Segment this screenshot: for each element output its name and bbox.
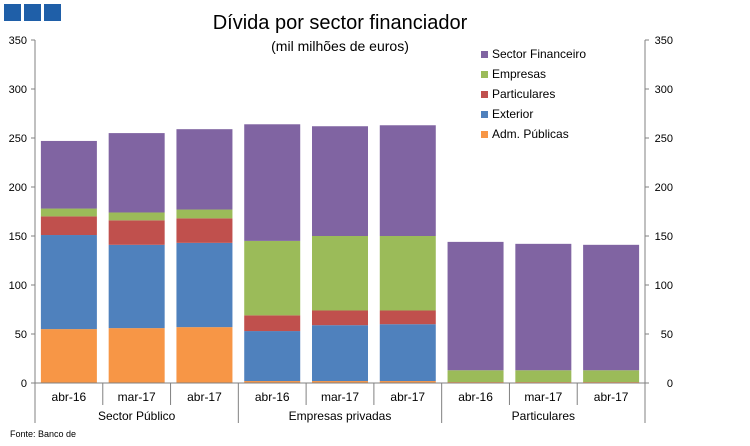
bar-segment <box>40 329 97 383</box>
bar-segment <box>108 220 165 245</box>
bar-segment <box>176 242 233 328</box>
logo-square-3 <box>44 4 61 21</box>
x-axis: abr-16 mar-17 abr-17 abr-16 mar-17 abr-17 abr-… <box>34 382 646 423</box>
bar-segment <box>447 370 504 383</box>
source-note: Fonte: Banco de <box>10 429 76 439</box>
bar-segment <box>312 310 368 326</box>
x-tick-label: abr-16 <box>255 390 290 404</box>
y-tick-label-right: 0 <box>667 378 673 390</box>
x-tick-label: mar-17 <box>118 390 156 404</box>
legend-label: Exterior <box>492 107 533 121</box>
y-tick-label-left: 350 <box>9 35 27 47</box>
bar-segment <box>583 370 640 383</box>
y-tick-label-left: 300 <box>9 84 27 96</box>
bar-segment <box>176 129 233 210</box>
x-group-label: Sector Público <box>98 409 176 423</box>
y-tick-label-left: 150 <box>9 231 27 243</box>
bar-segment <box>244 331 301 382</box>
bar-segment <box>379 381 436 383</box>
y-axis-left: 0 50 100 150 200 250 300 350 <box>9 35 36 390</box>
bar-segment <box>176 218 233 243</box>
bar-segment <box>379 125 436 236</box>
chart-subtitle: (mil milhões de euros) <box>271 38 409 54</box>
bar-segment <box>40 235 97 330</box>
bar-segment <box>108 328 165 383</box>
bar-segment <box>108 212 165 221</box>
x-tick-label: mar-17 <box>321 390 359 404</box>
bar-segment <box>379 310 436 325</box>
bar-segment <box>244 124 301 241</box>
legend-label: Empresas <box>492 67 546 81</box>
x-tick-label: abr-16 <box>458 390 493 404</box>
bar-segment <box>312 325 368 382</box>
bar-segment <box>244 240 301 316</box>
chart-title: Dívida por sector financiador <box>213 12 468 34</box>
bar-segment <box>176 209 233 219</box>
bar-segment <box>176 327 233 383</box>
bar-segment <box>379 236 436 311</box>
bar-segment <box>583 244 640 371</box>
y-tick-label-left: 100 <box>9 280 27 292</box>
bar-segment <box>515 243 572 371</box>
x-group-label: Particulares <box>512 409 575 423</box>
bar-segment <box>312 236 368 311</box>
x-tick-label: abr-17 <box>390 390 425 404</box>
bar-segment <box>312 381 368 383</box>
bar-segment <box>515 370 572 383</box>
y-tick-label-right: 100 <box>655 280 673 292</box>
bar-segment <box>40 140 97 209</box>
legend: Sector Financeiro Empresas Particulares Ext… <box>481 47 586 141</box>
x-tick-label: abr-16 <box>52 390 87 404</box>
x-tick-label: mar-17 <box>524 390 562 404</box>
legend-swatch <box>481 71 488 78</box>
bar-segment <box>244 381 301 383</box>
bar-segment <box>244 315 301 332</box>
legend-swatch <box>481 91 488 98</box>
bar-segment <box>312 126 368 236</box>
y-tick-label-right: 300 <box>655 84 673 96</box>
x-group-label: Empresas privadas <box>289 409 392 423</box>
y-axis-right: 0 50 100 150 200 250 300 350 <box>644 35 673 390</box>
bar-segment <box>447 241 504 371</box>
legend-swatch <box>481 111 488 118</box>
logo-square-1 <box>4 4 21 21</box>
legend-label: Particulares <box>492 87 555 101</box>
logo-square-2 <box>24 4 41 21</box>
y-tick-label-left: 200 <box>9 182 27 194</box>
legend-swatch <box>481 131 488 138</box>
y-tick-label-right: 250 <box>655 133 673 145</box>
bar-segment <box>379 324 436 382</box>
bar-segment <box>40 208 97 217</box>
x-tick-label: abr-17 <box>594 390 629 404</box>
y-tick-label-left: 50 <box>15 329 27 341</box>
legend-label: Sector Financeiro <box>492 47 586 61</box>
y-tick-label-right: 350 <box>655 35 673 47</box>
y-tick-label-right: 200 <box>655 182 673 194</box>
y-tick-label-right: 150 <box>655 231 673 243</box>
y-tick-label-right: 50 <box>661 329 673 341</box>
bar-segment <box>40 216 97 236</box>
x-tick-label: abr-17 <box>187 390 222 404</box>
logo <box>4 4 61 21</box>
bar-segment <box>108 244 165 329</box>
legend-swatch <box>481 51 488 58</box>
bars <box>40 124 640 383</box>
bar-segment <box>108 133 165 213</box>
legend-label: Adm. Públicas <box>492 127 569 141</box>
y-tick-label-left: 250 <box>9 133 27 145</box>
y-tick-label-left: 0 <box>21 378 27 390</box>
